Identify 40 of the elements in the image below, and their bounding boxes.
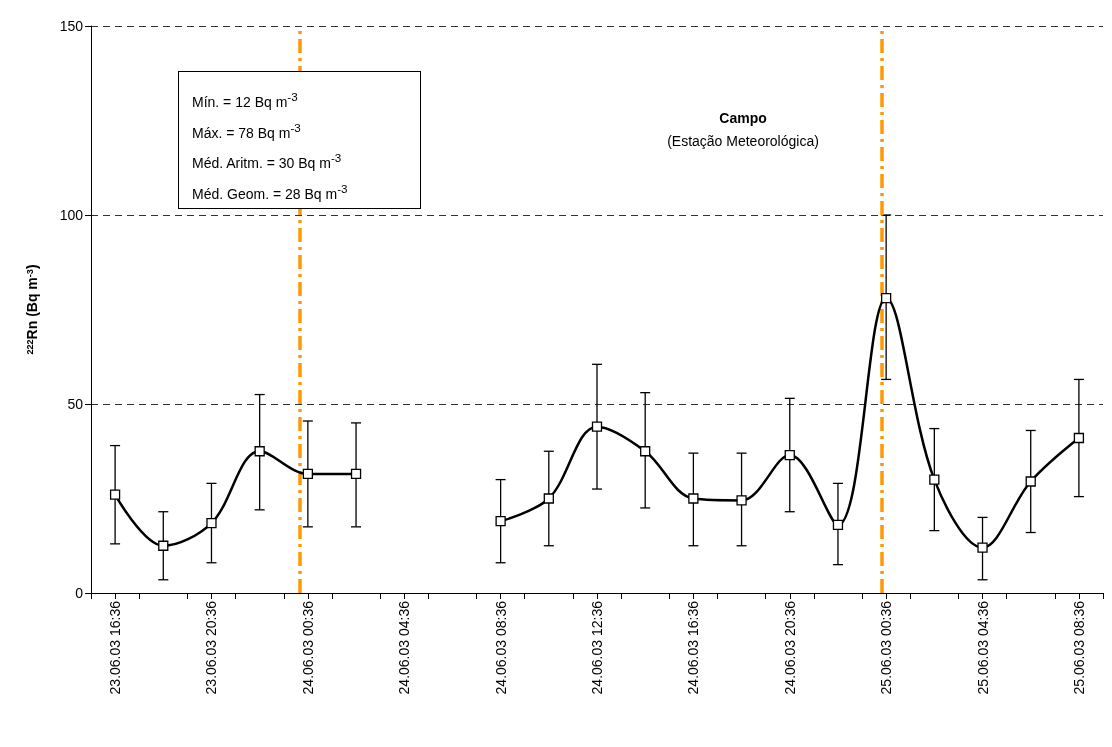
- point: [1025, 476, 1036, 487]
- point: [736, 495, 747, 506]
- point: [302, 468, 314, 480]
- point: [591, 421, 603, 432]
- x-tick-label: 24.06.03 16:36: [685, 600, 702, 695]
- point: [688, 493, 699, 504]
- x-tick-label: 25.06.03 04:36: [974, 600, 991, 695]
- point: [495, 516, 506, 527]
- point: [158, 540, 169, 551]
- annotation: Máx. = 78 Bq m$^{-3}$: [192, 119, 302, 143]
- annotation: Méd. Geom. = 28 Bq m$^{-3}$: [192, 180, 349, 204]
- y-tick-label: 100: [59, 207, 84, 223]
- point: [254, 446, 265, 457]
- y-tick-label: 150: [59, 18, 84, 34]
- point: [880, 293, 892, 304]
- y-tick-label: 50: [67, 396, 84, 412]
- y-tick-label: 0: [75, 585, 84, 601]
- point: [350, 468, 362, 480]
- annotation: Mín. = 12 Bq m$^{-3}$: [192, 89, 299, 112]
- x-tick-label: 23.06.03 20:36: [203, 600, 220, 695]
- x-tick-label: 23.06.03 16:36: [107, 600, 124, 695]
- x-tick-label: 24.06.03 20:36: [781, 600, 798, 695]
- x-tick-label: 24.06.03 12:36: [589, 600, 605, 695]
- annotation: (Estação Meteorológica): [667, 133, 819, 149]
- point: [1073, 432, 1085, 444]
- x-tick-label: 24.06.03 08:36: [492, 600, 509, 695]
- point: [832, 519, 844, 531]
- point: [206, 517, 217, 529]
- point: [784, 449, 795, 461]
- point: [977, 542, 988, 553]
- x-tick-label: 25.06.03 08:36: [1070, 600, 1087, 695]
- point: [543, 493, 554, 504]
- point: [929, 474, 940, 485]
- point: [640, 446, 651, 457]
- point: [109, 489, 121, 500]
- x-tick-label: 24.06.03 04:36: [396, 600, 413, 695]
- annotation: Campo: [719, 110, 767, 126]
- annotation: Méd. Aritm. = 30 Bq m$^{-3}$: [192, 150, 343, 173]
- x-tick-label: 24.06.03 00:36: [299, 600, 316, 695]
- x-tick-label: 25.06.03 00:36: [878, 600, 895, 695]
